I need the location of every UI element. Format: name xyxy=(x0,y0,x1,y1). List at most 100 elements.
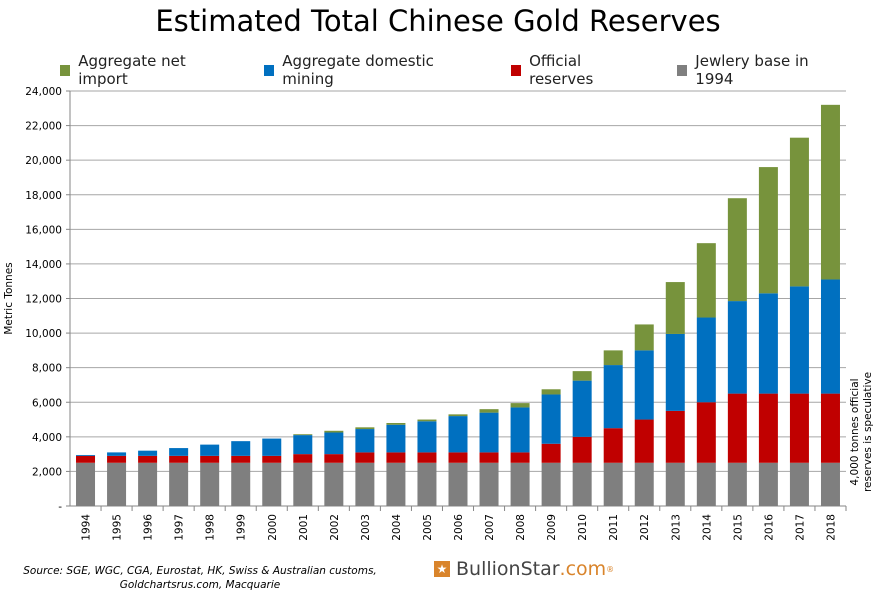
bar-segment xyxy=(355,427,375,430)
bar-segment xyxy=(479,412,499,453)
bar-segment xyxy=(572,380,592,437)
y-tick-label: 16,000 xyxy=(25,224,62,236)
bar-segment xyxy=(603,350,623,366)
bullionstar-logo: ★ BullionStar .com ® xyxy=(434,558,614,580)
bar-segment xyxy=(603,365,623,429)
bar-segment xyxy=(727,462,747,506)
bar-segment xyxy=(448,452,468,463)
source-note: Source: SGE, WGC, CGA, Eurostat, HK, Swi… xyxy=(20,564,380,592)
x-tick-label: 2017 xyxy=(794,514,806,541)
legend-item: Jewlery base in 1994 xyxy=(677,52,840,88)
legend-label: Official reserves xyxy=(529,52,594,88)
bar-segment xyxy=(510,462,530,506)
bar-segment xyxy=(541,389,561,395)
bar-segment xyxy=(696,402,716,463)
bar-segment xyxy=(231,462,251,506)
bar-segment xyxy=(293,462,313,506)
y-tick-label: 6,000 xyxy=(32,397,62,409)
y-tick-label: 24,000 xyxy=(25,86,62,98)
x-tick-label: 2004 xyxy=(391,514,403,541)
legend-item: Official reserves xyxy=(510,52,641,88)
x-tick-label: 2006 xyxy=(453,514,465,541)
legend-swatch xyxy=(677,64,688,76)
bar-segment xyxy=(758,293,778,394)
bar-segment xyxy=(789,137,809,287)
bar-segment xyxy=(200,444,220,456)
bar-segment xyxy=(758,393,778,463)
bar-segment xyxy=(572,371,592,381)
legend-item: Aggregate domestic mining xyxy=(264,52,475,88)
bar-segment xyxy=(355,462,375,506)
bar-segment xyxy=(448,416,468,453)
x-tick-label: 2015 xyxy=(732,514,744,541)
legend-swatch xyxy=(510,64,522,76)
legend-swatch xyxy=(264,64,275,76)
bar-segment xyxy=(634,419,654,463)
x-tick-label: 1994 xyxy=(81,514,93,541)
bar-segment xyxy=(169,455,189,463)
bar-segment xyxy=(417,452,437,463)
bar-segment xyxy=(262,455,282,463)
bar-segment xyxy=(789,393,809,463)
x-tick-label: 1995 xyxy=(112,514,124,541)
bar-segment xyxy=(727,198,747,302)
bar-segment xyxy=(634,324,654,351)
bar-segment xyxy=(169,462,189,506)
bar-segment xyxy=(324,432,344,455)
legend-label: Aggregate net import xyxy=(78,52,186,88)
bar-segment xyxy=(696,243,716,318)
bar-segment xyxy=(386,423,406,425)
bar-segment xyxy=(541,394,561,444)
x-tick-label: 2003 xyxy=(360,514,372,541)
bar-segment xyxy=(293,435,313,455)
x-tick-label: 2011 xyxy=(608,514,620,541)
bar-segment xyxy=(541,462,561,506)
bar-segment xyxy=(169,448,189,456)
x-tick-label: 2007 xyxy=(484,514,496,541)
x-tick-label: 1998 xyxy=(205,514,217,541)
bar-segment xyxy=(634,350,654,420)
bar-segment xyxy=(76,455,96,463)
x-tick-label: 2005 xyxy=(422,514,434,541)
x-tick-label: 2014 xyxy=(701,514,713,541)
bar-segment xyxy=(820,104,840,280)
y-tick-label: 20,000 xyxy=(25,155,62,167)
bar-segment xyxy=(479,462,499,506)
bar-segment xyxy=(603,428,623,463)
bar-segment xyxy=(448,462,468,506)
source-line-2: Goldchartsrus.com, Macquarie xyxy=(119,579,281,591)
bar-segment xyxy=(324,430,344,433)
bar-segment xyxy=(231,441,251,456)
legend-label: Aggregate domestic mining xyxy=(282,52,434,88)
bar-segment xyxy=(138,450,158,456)
bar-segment xyxy=(665,410,685,463)
y-tick-label: - xyxy=(58,501,62,513)
bar-segment xyxy=(479,452,499,463)
y-tick-label: 10,000 xyxy=(25,328,62,340)
bar-segment xyxy=(293,434,313,436)
x-tick-label: 2008 xyxy=(515,514,527,541)
x-tick-label: 2012 xyxy=(639,514,651,541)
bar-segment xyxy=(448,414,468,417)
y-tick-label: 22,000 xyxy=(25,121,62,133)
x-tick-label: 2000 xyxy=(267,514,279,541)
bar-segment xyxy=(386,424,406,453)
x-tick-label: 2016 xyxy=(763,514,775,541)
bar-segment xyxy=(758,462,778,506)
annotation-line-2: reserves is speculative xyxy=(862,372,874,492)
y-tick-label: 18,000 xyxy=(25,190,62,202)
bar-segment xyxy=(76,462,96,506)
bar-segment xyxy=(138,455,158,463)
bar-segment xyxy=(634,462,654,506)
bar-segment xyxy=(262,438,282,456)
bar-segment xyxy=(479,409,499,413)
x-tick-label: 1999 xyxy=(236,514,248,541)
y-tick-label: 2,000 xyxy=(32,466,62,478)
bar-segment xyxy=(665,333,685,411)
bar-segment xyxy=(572,462,592,506)
y-tick-label: 4,000 xyxy=(32,432,62,444)
bar-segment xyxy=(107,455,127,463)
y-tick-label: 12,000 xyxy=(25,294,62,306)
bar-segment xyxy=(293,454,313,463)
